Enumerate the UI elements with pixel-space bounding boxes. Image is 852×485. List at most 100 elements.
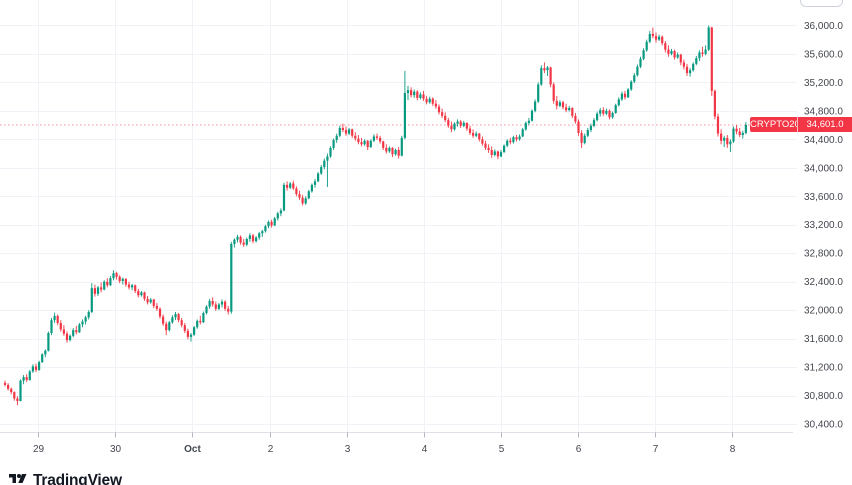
candle-body	[571, 107, 574, 116]
candle-body	[81, 321, 84, 325]
candle-body	[468, 128, 472, 133]
candle-body	[131, 285, 134, 288]
last-price-value: 34,601.0	[806, 119, 844, 130]
x-axis-label: 8	[730, 444, 736, 455]
candle-body	[276, 213, 279, 219]
candle-body	[307, 191, 310, 199]
y-axis-label: 34,000.0	[804, 163, 843, 174]
candle-body	[605, 110, 608, 114]
candle-body	[506, 140, 509, 146]
candle-body	[729, 141, 732, 145]
tradingview-logo-text: TradingView	[33, 472, 122, 485]
candle-body	[38, 362, 41, 370]
candle-body	[518, 136, 521, 140]
candle-body	[658, 36, 661, 40]
candle-body	[19, 380, 22, 401]
candle-body	[183, 325, 186, 331]
candle-body	[230, 243, 233, 312]
candle-body	[196, 320, 199, 328]
candle-body	[596, 113, 599, 121]
candle-body	[608, 110, 611, 118]
candle-body	[320, 167, 323, 174]
candle-body	[53, 315, 56, 321]
candle-body	[360, 142, 363, 145]
candle-body	[493, 151, 496, 155]
candle-body	[146, 298, 149, 303]
candle-body	[264, 226, 267, 232]
price-axis-area[interactable]	[797, 0, 852, 460]
candle-body	[422, 94, 425, 99]
candle-body	[400, 137, 403, 156]
candle-body	[121, 278, 124, 281]
candle-body	[372, 136, 375, 141]
candle-body	[413, 91, 416, 96]
candle-body	[574, 115, 577, 122]
candle-body	[577, 121, 580, 133]
x-axis-label: Oct	[184, 444, 201, 455]
tradingview-logo[interactable]: TradingView	[9, 472, 122, 485]
candle-body	[3, 382, 7, 385]
candle-body	[589, 125, 592, 131]
candle-body	[59, 323, 62, 330]
candle-body	[282, 184, 286, 211]
candle-body	[112, 273, 115, 279]
candle-body	[72, 330, 75, 336]
candle-body	[177, 314, 180, 321]
candle-body	[490, 149, 493, 155]
time-axis-area[interactable]	[0, 433, 795, 463]
candle-body	[47, 332, 50, 351]
candle-body	[162, 316, 165, 324]
candle-body	[441, 112, 444, 116]
y-axis-label: 34,800.0	[804, 106, 843, 117]
candle-body	[735, 128, 738, 132]
candle-body	[149, 299, 152, 303]
candle-body	[286, 184, 289, 188]
candle-body	[645, 41, 648, 51]
candle-body	[127, 284, 131, 288]
candle-body	[537, 84, 540, 102]
candle-body	[664, 43, 667, 50]
candle-body	[673, 51, 676, 58]
y-axis-label: 35,200.0	[804, 78, 843, 89]
candle-body	[186, 330, 189, 337]
candle-body	[16, 398, 19, 401]
candle-body	[599, 110, 602, 114]
candle-body	[639, 58, 642, 67]
x-axis-label: 6	[576, 444, 582, 455]
candle-body	[375, 136, 379, 138]
x-axis-label: 3	[345, 444, 351, 455]
candle-body	[189, 334, 193, 337]
candle-body	[744, 124, 747, 133]
candle-body	[217, 304, 220, 309]
candle-body	[636, 66, 639, 76]
candle-body	[630, 81, 633, 90]
candle-body	[527, 120, 530, 123]
candle-body	[140, 292, 143, 296]
candle-body	[267, 221, 270, 227]
candle-body	[410, 90, 413, 96]
candle-body	[251, 235, 255, 242]
x-axis-label: 7	[653, 444, 659, 455]
candle-body	[279, 210, 282, 214]
candle-body	[329, 147, 332, 157]
x-axis-label: 4	[422, 444, 428, 455]
candle-body	[31, 366, 34, 372]
x-axis: 29 30 Oct 2 3 4 5 6 7 8	[0, 432, 793, 455]
candle-body	[171, 317, 174, 323]
candle-body	[261, 231, 264, 234]
candle-body	[524, 122, 527, 130]
candle-body	[292, 183, 295, 189]
candle-body	[155, 305, 158, 309]
y-axis: 36,000.0 35,600.0 35,200.0 34,800.0 34,400.0…	[804, 21, 843, 431]
y-axis-label: 33,600.0	[804, 192, 843, 203]
y-axis-label: 32,400.0	[804, 277, 843, 288]
candle-body	[741, 132, 744, 136]
candle-body	[447, 120, 450, 126]
candle-body	[555, 100, 558, 106]
candle-body	[13, 392, 16, 399]
candle-body	[627, 89, 630, 98]
candle-body	[75, 330, 78, 333]
last-price-symbol: CRYPTO20	[750, 117, 798, 132]
horizontal-gridlines	[0, 25, 797, 425]
